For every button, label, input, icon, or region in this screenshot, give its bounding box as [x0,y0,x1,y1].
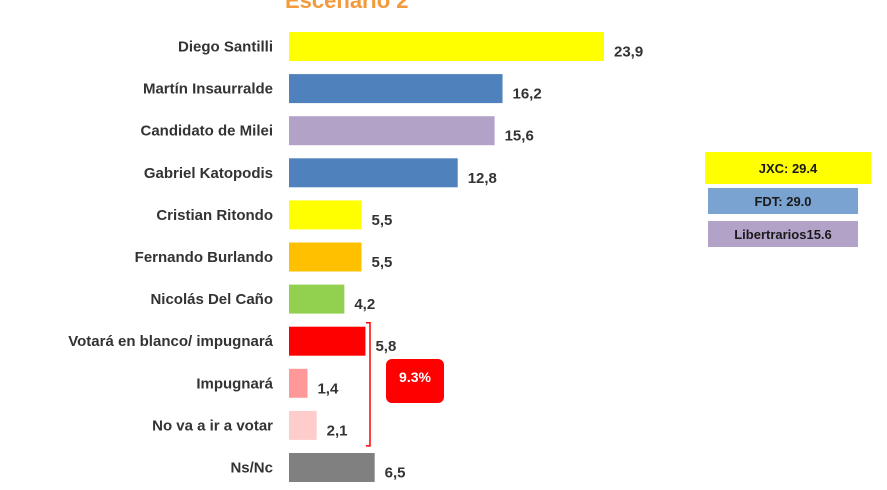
bar [289,453,375,482]
bar [289,368,308,398]
legend-jxc-label: JXC: 29.4 [758,160,818,176]
bar [289,74,503,104]
bar [289,284,345,314]
value-label: 16,2 [513,86,542,103]
value-label: 5,5 [371,254,392,271]
legend-libertarios: Libertrarios15.6 [708,221,858,247]
category-label: Fernando Burlando [135,249,273,266]
chart-title: Escenario 2 [285,0,409,13]
legend-fdt-label: FDT: 29.0 [754,193,812,209]
bar [289,242,362,272]
category-label: Ns/Nc [230,460,273,477]
category-label: Candidato de Milei [140,123,273,140]
bar [289,32,604,61]
category-label: Votará en blanco/ impugnará [68,333,273,350]
legend-jxc: JXC: 29.4 [705,152,871,184]
value-label: 5,8 [375,338,396,355]
grouped-total-label: 9.3% [399,369,431,385]
value-label: 4,2 [354,296,375,313]
bar [289,410,317,440]
bar [289,158,458,188]
legend-fdt: FDT: 29.0 [708,188,858,214]
category-label: Cristian Ritondo [156,207,273,224]
category-label: Martín Insaurralde [143,81,273,98]
group-bracket [366,321,371,447]
value-label: 1,4 [317,380,339,397]
bar [289,200,362,230]
value-label: 23,9 [614,44,643,61]
category-label: Impugnará [196,375,273,392]
category-label: Nicolás Del Caño [150,291,273,308]
category-label: Diego Santilli [178,39,273,56]
legend-libertarios-label: Libertrarios15.6 [734,226,832,242]
category-label: No va a ir a votar [152,417,273,434]
category-label: Gabriel Katopodis [144,165,273,182]
bar [289,116,495,146]
bar [289,326,366,356]
value-label: 5,5 [371,212,392,229]
value-label: 6,5 [385,465,406,482]
value-label: 12,8 [468,170,497,187]
value-label: 15,6 [505,128,534,145]
value-label: 2,1 [327,422,348,439]
grouped-total-badge: 9.3% [386,359,444,403]
